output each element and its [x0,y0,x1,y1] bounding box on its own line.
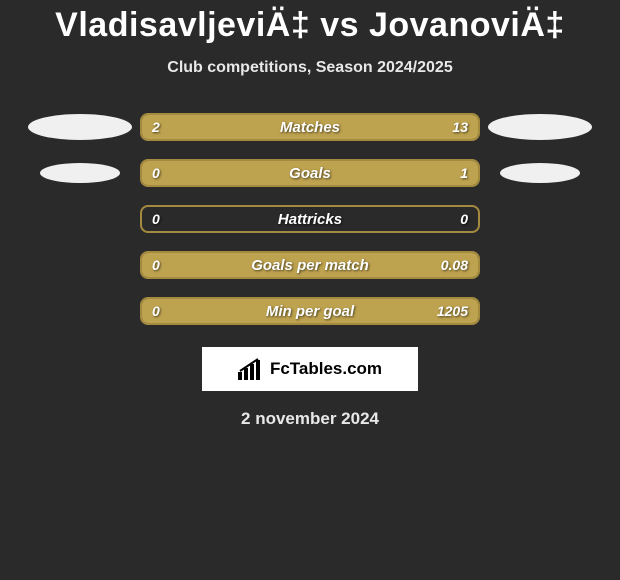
player-right-slot [480,297,600,325]
comparison-card: VladisavljeviÄ‡ vs JovanoviÄ‡ Club compe… [0,0,620,580]
player-left-slot [20,251,140,279]
player-left-slot [20,205,140,233]
player-left-slot [20,113,140,141]
metrics-list: Matches213 Goals01 Hattricks0 0 Goals per ma… [0,113,620,325]
metric-bar: Hattricks0 0 [140,205,480,233]
metric-bar: Min per goal01205 [140,297,480,325]
player-right-slot [480,251,600,279]
metric-row: Matches213 [0,113,620,141]
metric-row: Goals per match00.08 [0,251,620,279]
player-left-ellipse [40,163,120,183]
metric-row: Hattricks0 0 [0,205,620,233]
player-right-slot [480,205,600,233]
player-left-slot [20,297,140,325]
metric-fill-right [186,115,478,139]
player-right-slot [480,159,600,187]
player-right-slot [480,113,600,141]
metric-label: Hattricks [142,207,478,231]
metric-value-left: 0 [152,207,160,231]
metric-value-right: 0 [460,207,468,231]
branding-badge: FcTables.com [202,347,418,391]
metric-bar: Goals01 [140,159,480,187]
player-left-slot [20,159,140,187]
metric-fill-left [142,115,186,139]
metric-bar: Matches213 [140,113,480,141]
metric-row: Goals01 [0,159,620,187]
player-right-ellipse [500,163,580,183]
player-left-ellipse [28,114,132,140]
metric-fill-right [142,299,478,323]
branding-text: FcTables.com [270,359,382,379]
player-right-ellipse [488,114,592,140]
footer-date: 2 november 2024 [0,409,620,429]
page-title: VladisavljeviÄ‡ vs JovanoviÄ‡ [0,6,620,45]
branding-chart-icon [238,358,264,380]
metric-row: Min per goal01205 [0,297,620,325]
metric-bar: Goals per match00.08 [140,251,480,279]
metric-fill-right [142,161,478,185]
metric-fill-right [142,253,478,277]
page-subtitle: Club competitions, Season 2024/2025 [0,59,620,77]
